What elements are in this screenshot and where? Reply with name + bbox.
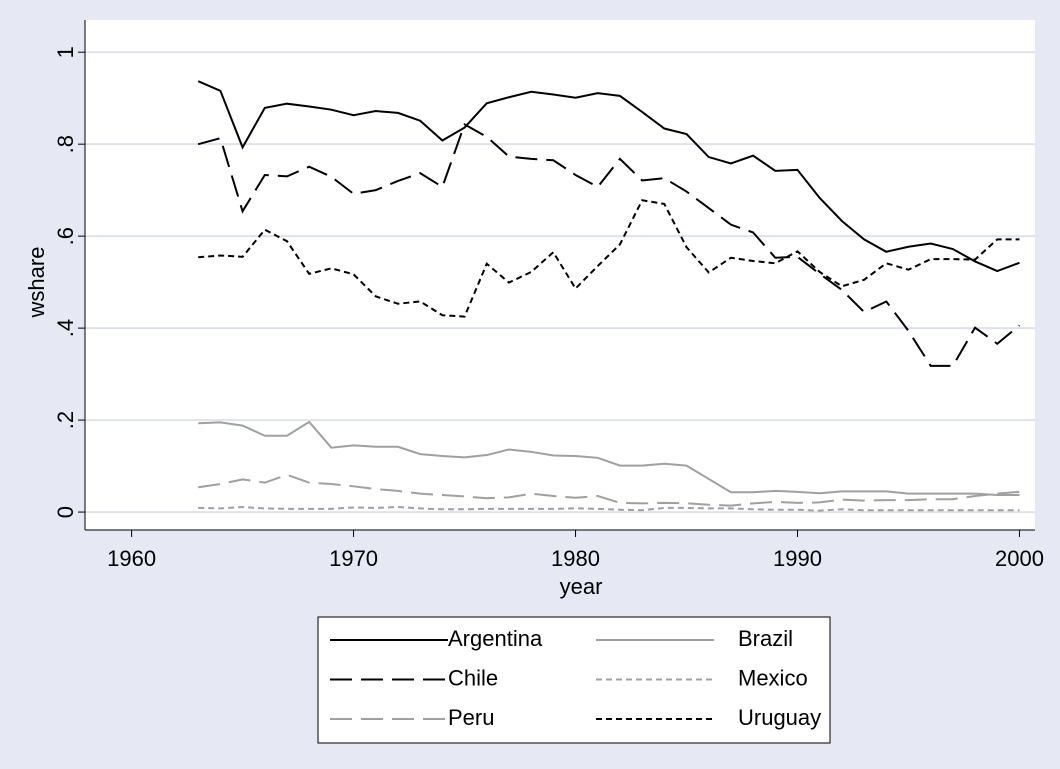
y-tick-label: .2 [53,411,78,429]
y-tick-label: .6 [53,227,78,245]
x-tick-label: 1980 [551,546,600,571]
series-line [198,506,1020,512]
x-axis-title: year [560,574,603,599]
legend-label: Chile [448,665,498,690]
x-tick-label: 2000 [995,546,1044,571]
series-line [197,80,1020,273]
legend-label: Mexico [738,665,808,690]
legend-label: Peru [448,705,494,730]
x-tick-label: 1960 [107,546,156,571]
x-tick-label: 1970 [329,546,378,571]
series-line [197,122,1021,367]
series-line [198,199,1020,318]
x-tick-label: 1990 [773,546,822,571]
legend-label: Brazil [738,626,793,651]
y-tick-label: 0 [53,506,78,518]
plot-area [85,20,1035,530]
y-tick-label: 1 [53,46,78,58]
y-axis-title: wshare [24,247,49,319]
legend-label: Uruguay [738,705,821,730]
y-tick-label: .4 [53,319,78,337]
series-line [198,420,1020,497]
legend-label: Argentina [448,626,543,651]
series-line [198,473,1020,507]
y-tick-label: .8 [53,135,78,153]
